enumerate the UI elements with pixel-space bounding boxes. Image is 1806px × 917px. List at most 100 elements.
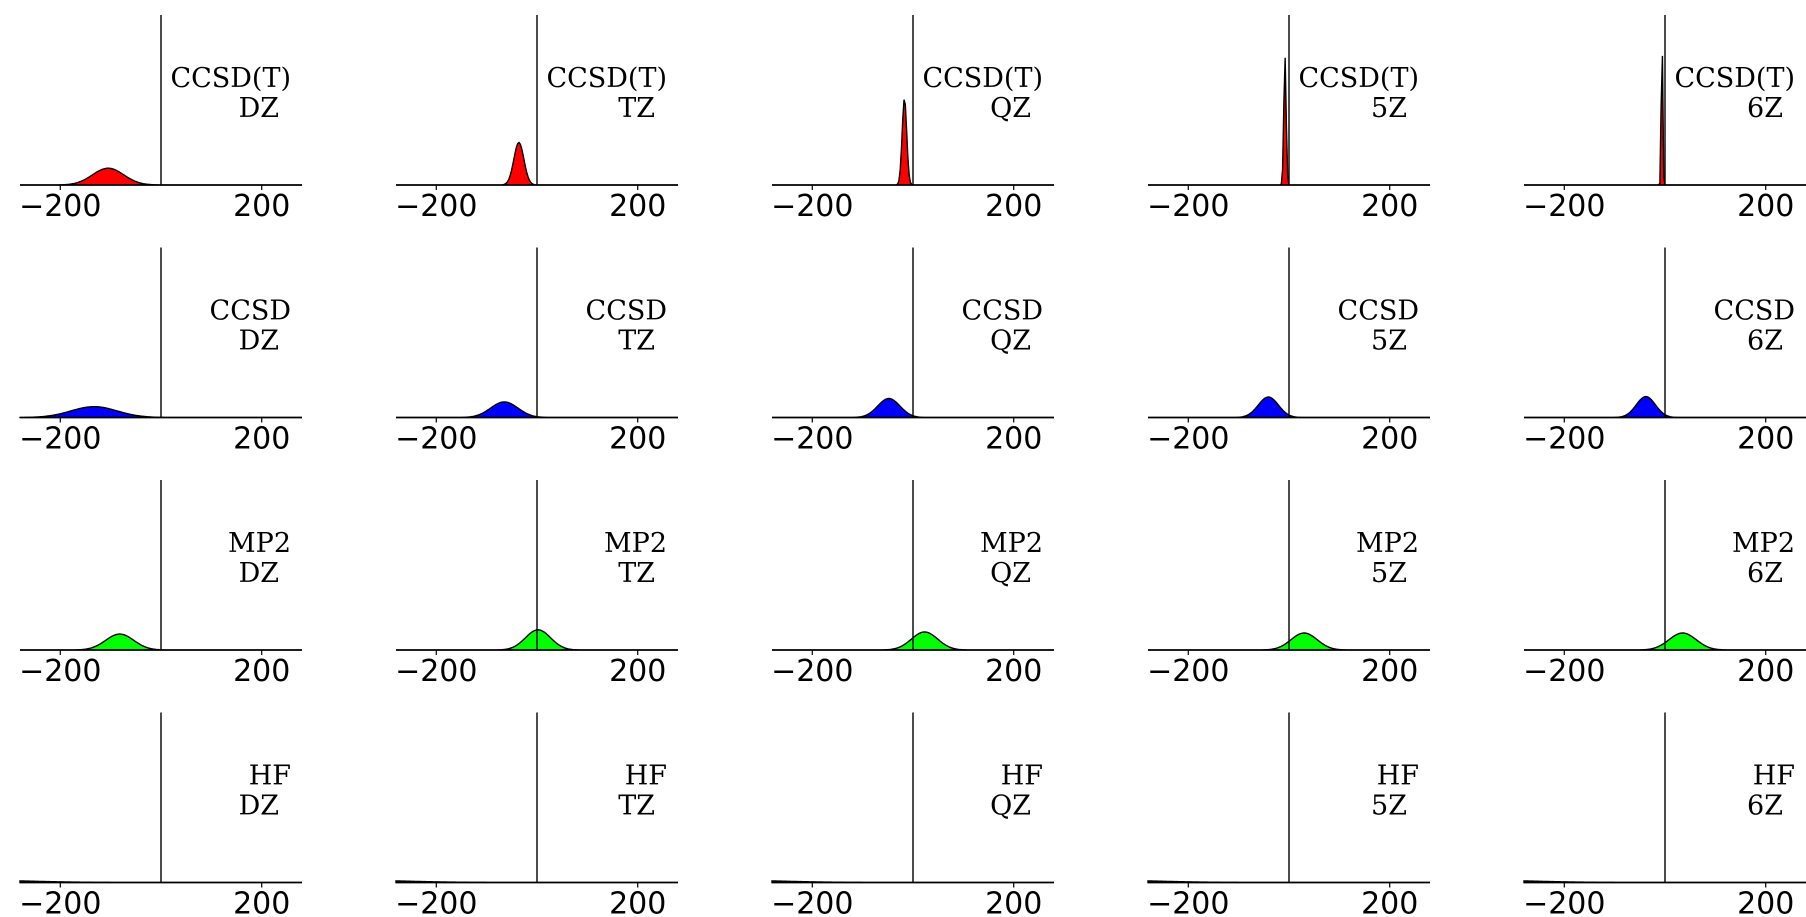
method-label: CCSD [1338, 296, 1419, 327]
method-label: CCSD(T) [170, 63, 291, 94]
method-label: MP2 [1356, 528, 1419, 559]
method-label: CCSD [1714, 296, 1795, 327]
method-label: CCSD [210, 296, 291, 327]
basis-label: QZ [990, 791, 1031, 822]
basis-label: 5Z [1371, 791, 1407, 822]
x-tick-label: 200 [609, 654, 666, 689]
panel-ccsdt-5z: −200 200 CCSD(T)5Z [1147, 15, 1430, 224]
x-tick-label: 200 [233, 654, 290, 689]
x-tick-label: 200 [233, 189, 290, 224]
basis-label: DZ [239, 791, 279, 822]
basis-label: QZ [990, 326, 1031, 357]
basis-label: QZ [990, 558, 1031, 589]
x-tick-label: −200 [1523, 887, 1605, 917]
panel-ccsdt-tz: −200 200 CCSD(T)TZ [395, 15, 678, 224]
basis-label: 6Z [1747, 93, 1783, 124]
basis-label: 5Z [1371, 326, 1407, 357]
x-tick-label: 200 [609, 887, 666, 917]
x-tick-label: 200 [1737, 189, 1794, 224]
x-tick-label: −200 [1523, 422, 1605, 457]
basis-label: 6Z [1747, 326, 1783, 357]
x-tick-label: −200 [1523, 654, 1605, 689]
basis-label: 5Z [1371, 93, 1407, 124]
x-tick-label: −200 [19, 887, 101, 917]
x-tick-label: −200 [1523, 189, 1605, 224]
basis-label: TZ [618, 93, 655, 124]
x-tick-label: 200 [233, 887, 290, 917]
panel-ccsdt-qz: −200 200 CCSD(T)QZ [771, 15, 1054, 224]
x-tick-label: −200 [395, 422, 477, 457]
x-tick-label: −200 [771, 654, 853, 689]
method-label: MP2 [980, 528, 1043, 559]
x-tick-label: −200 [395, 887, 477, 917]
method-label: HF [1753, 761, 1795, 792]
x-tick-label: −200 [1147, 654, 1229, 689]
method-label: CCSD(T) [1674, 63, 1795, 94]
method-label: HF [625, 761, 667, 792]
method-label: CCSD(T) [922, 63, 1043, 94]
method-label: CCSD [962, 296, 1043, 327]
method-label: MP2 [604, 528, 667, 559]
method-label: HF [249, 761, 291, 792]
panel-ccsdt-dz: −200 200 CCSD(T)DZ [19, 15, 302, 224]
x-tick-label: 200 [1737, 654, 1794, 689]
x-tick-label: 200 [985, 422, 1042, 457]
method-label: MP2 [228, 528, 291, 559]
method-label: MP2 [1732, 528, 1795, 559]
x-tick-label: −200 [395, 189, 477, 224]
x-tick-label: −200 [771, 422, 853, 457]
method-label: CCSD(T) [546, 63, 667, 94]
x-tick-label: −200 [395, 654, 477, 689]
x-tick-label: 200 [609, 422, 666, 457]
basis-label: 5Z [1371, 558, 1407, 589]
x-tick-label: −200 [1147, 422, 1229, 457]
x-tick-label: −200 [19, 654, 101, 689]
basis-label: TZ [618, 558, 655, 589]
basis-label: DZ [239, 93, 279, 124]
basis-label: TZ [618, 326, 655, 357]
x-tick-label: 200 [609, 189, 666, 224]
method-label: CCSD [586, 296, 667, 327]
x-tick-label: −200 [19, 189, 101, 224]
basis-label: QZ [990, 93, 1031, 124]
x-tick-label: −200 [771, 189, 853, 224]
method-label: CCSD(T) [1298, 63, 1419, 94]
x-tick-label: 200 [1737, 887, 1794, 917]
basis-label: 6Z [1747, 558, 1783, 589]
x-tick-label: 200 [985, 189, 1042, 224]
x-tick-label: 200 [1361, 887, 1418, 917]
method-label: HF [1377, 761, 1419, 792]
x-tick-label: −200 [1147, 887, 1229, 917]
x-tick-label: 200 [1361, 189, 1418, 224]
panel-ccsdt-6z: −200 200 CCSD(T)6Z [1523, 15, 1806, 224]
x-tick-label: −200 [19, 422, 101, 457]
x-tick-label: 200 [1361, 422, 1418, 457]
x-tick-label: −200 [771, 887, 853, 917]
x-tick-label: 200 [985, 887, 1042, 917]
basis-label: 6Z [1747, 791, 1783, 822]
method-label: HF [1001, 761, 1043, 792]
x-tick-label: 200 [233, 422, 290, 457]
x-tick-label: −200 [1147, 189, 1229, 224]
x-tick-label: 200 [1361, 654, 1418, 689]
basis-label: DZ [239, 326, 279, 357]
basis-label: DZ [239, 558, 279, 589]
x-tick-label: 200 [1737, 422, 1794, 457]
basis-label: TZ [618, 791, 655, 822]
